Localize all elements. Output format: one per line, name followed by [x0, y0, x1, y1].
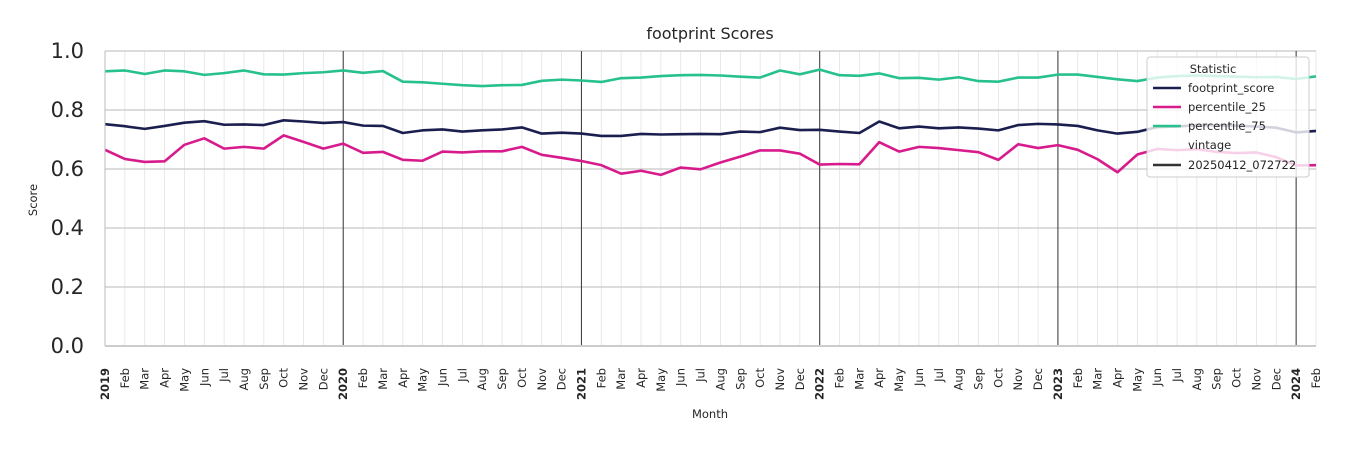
x-tick-label: Feb	[833, 368, 847, 388]
legend-entry-percentile-75: percentile_75	[1188, 119, 1266, 133]
x-tick-label: Oct	[277, 368, 291, 388]
y-tick-label: 0.2	[51, 275, 84, 299]
x-tick-label: Oct	[753, 368, 767, 388]
x-tick-label: Aug	[237, 368, 251, 390]
x-tick-label: Jun	[912, 368, 926, 387]
x-tick-label: 2022	[813, 368, 827, 400]
legend: Statistic footprint_score percentile_25 …	[1146, 56, 1310, 178]
legend-vintage-title: vintage	[1188, 138, 1231, 152]
x-tick-label: Dec	[555, 368, 569, 390]
x-tick-label: May	[892, 368, 906, 392]
x-tick-label: Dec	[316, 368, 330, 390]
x-tick-label: 2020	[336, 368, 350, 400]
x-tick-label: Feb	[356, 368, 370, 388]
x-tick-label: Dec	[1031, 368, 1045, 390]
legend-entry-footprint-score: footprint_score	[1188, 81, 1274, 95]
y-tick-label: 0.4	[51, 216, 84, 240]
grid	[104, 50, 1317, 347]
x-tick-label: Mar	[138, 368, 152, 390]
x-tick-label: Nov	[1011, 368, 1025, 391]
x-tick-label: Jun	[435, 368, 449, 387]
x-tick-label: Sep	[495, 368, 509, 390]
x-tick-label: Feb	[118, 368, 132, 388]
y-tick-label: 0.6	[51, 157, 84, 181]
x-tick-label: Nov	[773, 368, 787, 391]
x-tick-label: Jun	[197, 368, 211, 387]
x-tick-label: Mar	[852, 368, 866, 390]
x-tick-label: Feb	[1071, 368, 1085, 388]
legend-title: Statistic	[1190, 62, 1237, 76]
x-tick-label: Jul	[217, 368, 231, 383]
x-tick-label: May	[1130, 368, 1144, 392]
x-tick-label: Dec	[1269, 368, 1283, 390]
legend-entry-percentile-25: percentile_25	[1188, 100, 1266, 114]
x-tick-label: Apr	[1110, 368, 1124, 388]
legend-frame	[1146, 56, 1310, 178]
legend-entry-vintage: 20250412_072722	[1188, 158, 1296, 172]
x-tick-label: Sep	[972, 368, 986, 390]
series-line-percentile-75	[104, 68, 1317, 88]
x-tick-label: Aug	[952, 368, 966, 390]
x-tick-label: May	[416, 368, 430, 392]
x-tick-label: Jul	[932, 368, 946, 383]
x-tick-label: 2023	[1051, 368, 1065, 400]
x-tick-label: Nov	[1249, 368, 1263, 391]
x-tick-label: Jul	[455, 368, 469, 383]
x-tick-label: Apr	[634, 368, 648, 388]
x-tick-label: Sep	[1210, 368, 1224, 390]
series-line-footprint-score	[104, 119, 1317, 138]
x-tick-label: Aug	[713, 368, 727, 390]
x-tick-label: Jul	[1170, 368, 1184, 383]
x-tick-label: Jun	[1150, 368, 1164, 387]
x-tick-label: Nov	[297, 368, 311, 391]
x-tick-label: Oct	[515, 368, 529, 388]
y-tick-label: 0.0	[51, 334, 84, 358]
x-tick-label: Mar	[1091, 368, 1105, 390]
x-tick-label: Jun	[674, 368, 688, 387]
x-tick-label: Mar	[376, 368, 390, 390]
x-tick-label: Mar	[614, 368, 628, 390]
chart-title: footprint Scores	[646, 24, 773, 43]
x-tick-label: Apr	[872, 368, 886, 388]
x-tick-label: Jul	[694, 368, 708, 383]
y-axis-label: Score	[26, 184, 40, 216]
x-tick-label: 2019	[98, 368, 112, 400]
x-tick-label: Sep	[257, 368, 271, 390]
x-tick-label: 2021	[574, 368, 588, 400]
x-tick-label: Nov	[535, 368, 549, 391]
x-tick-label: Apr	[158, 368, 172, 388]
x-tick-label: Aug	[475, 368, 489, 390]
x-tick-label: Feb	[594, 368, 608, 388]
y-tick-label: 0.8	[51, 98, 84, 122]
y-tick-label: 1.0	[51, 39, 84, 63]
x-tick-label: 2024	[1289, 368, 1303, 400]
x-tick-label: Oct	[1230, 368, 1244, 388]
axes: 0.0 0.2 0.4 0.6 0.8 1.0 2019 Feb Mar Apr May Jun Jul…	[51, 39, 1323, 400]
x-tick-label: Oct	[991, 368, 1005, 388]
series-line-percentile-25	[104, 134, 1317, 177]
x-tick-label: May	[177, 368, 191, 392]
x-tick-label: May	[654, 368, 668, 392]
x-tick-label: Dec	[793, 368, 807, 390]
x-tick-label: Feb	[1309, 368, 1323, 388]
x-tick-label: Aug	[1190, 368, 1204, 390]
x-tick-label: Sep	[733, 368, 747, 390]
x-tick-label: Apr	[396, 368, 410, 388]
series-lines	[104, 68, 1317, 177]
x-axis-label: Month	[692, 407, 728, 421]
